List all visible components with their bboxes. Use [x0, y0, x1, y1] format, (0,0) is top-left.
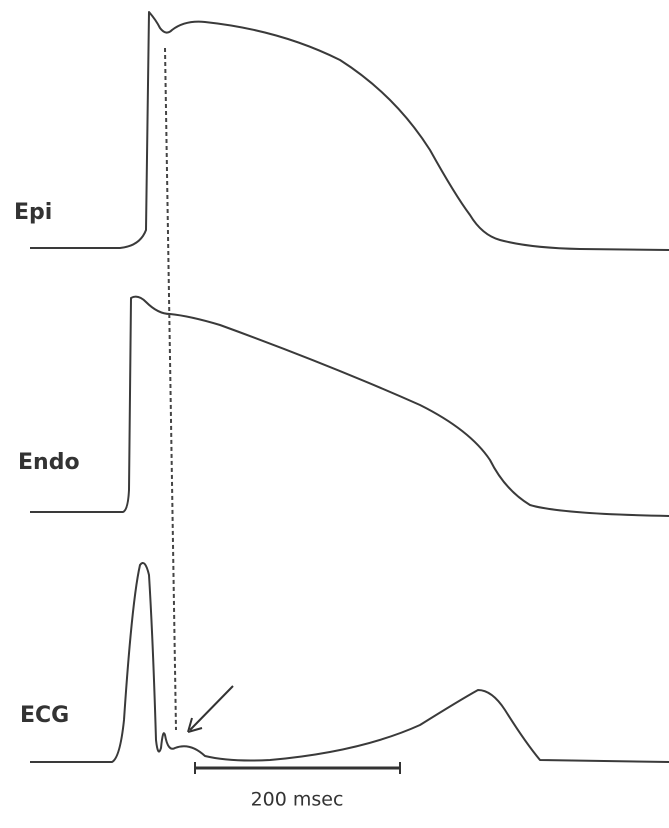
arrow-head	[187, 717, 203, 733]
dashed-marker	[164, 47, 177, 731]
trace-label: Epi	[14, 200, 52, 225]
trace-label: ECG	[20, 703, 69, 728]
trace-label: Endo	[18, 450, 80, 475]
arrow-shaft	[189, 685, 234, 731]
ecg-trace	[30, 562, 669, 763]
endo-trace	[30, 295, 669, 517]
scale-label: 200 msec	[251, 789, 344, 811]
epi-trace	[30, 11, 669, 251]
